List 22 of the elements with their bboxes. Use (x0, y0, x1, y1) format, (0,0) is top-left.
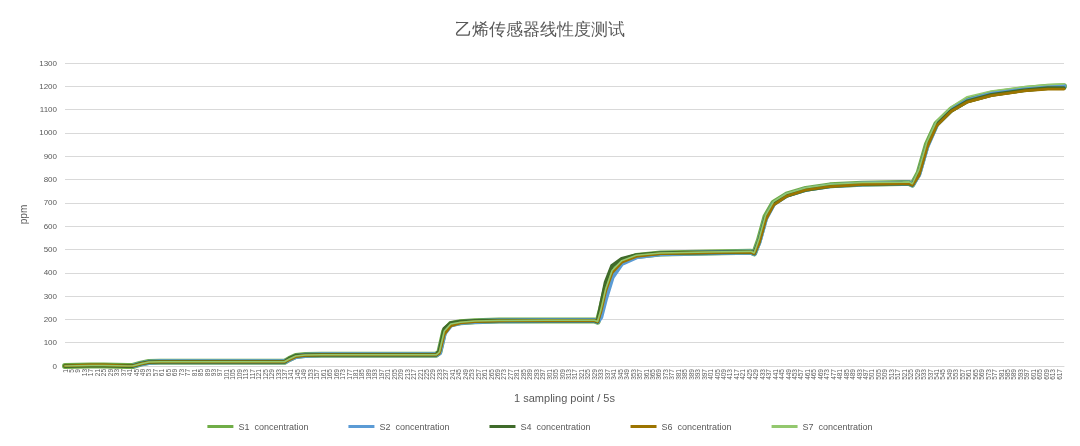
legend-label: S2 concentration (379, 421, 450, 432)
y-tick-label: 1000 (39, 128, 58, 138)
y-tick-label: 200 (43, 314, 58, 324)
y-tick-label: 0 (52, 361, 58, 371)
y-tick-label: 300 (43, 291, 58, 301)
y-tick-label: 400 (43, 268, 58, 278)
y-tick-label: 1300 (39, 58, 58, 68)
y-tick-label: 500 (43, 244, 58, 254)
legend-label: S6 concentration (661, 421, 732, 432)
legend-label: S4 concentration (520, 421, 591, 432)
y-tick-label: 700 (43, 198, 58, 208)
y-tick-label: 100 (43, 338, 58, 348)
y-tick-label: 800 (43, 175, 58, 185)
y-tick-label: 1100 (39, 105, 58, 115)
y-tick-label: 900 (43, 151, 58, 161)
y-tick-label: 600 (43, 221, 58, 231)
legend-label: S1 concentration (238, 421, 309, 432)
legend-label: S7 concentration (802, 421, 873, 432)
y-axis-title: ppm (17, 204, 29, 225)
x-axis-title: 1 sampling point / 5s (514, 391, 616, 404)
chart-title: 乙烯传感器线性度测试 (455, 20, 625, 39)
y-tick-label: 1200 (39, 81, 58, 91)
